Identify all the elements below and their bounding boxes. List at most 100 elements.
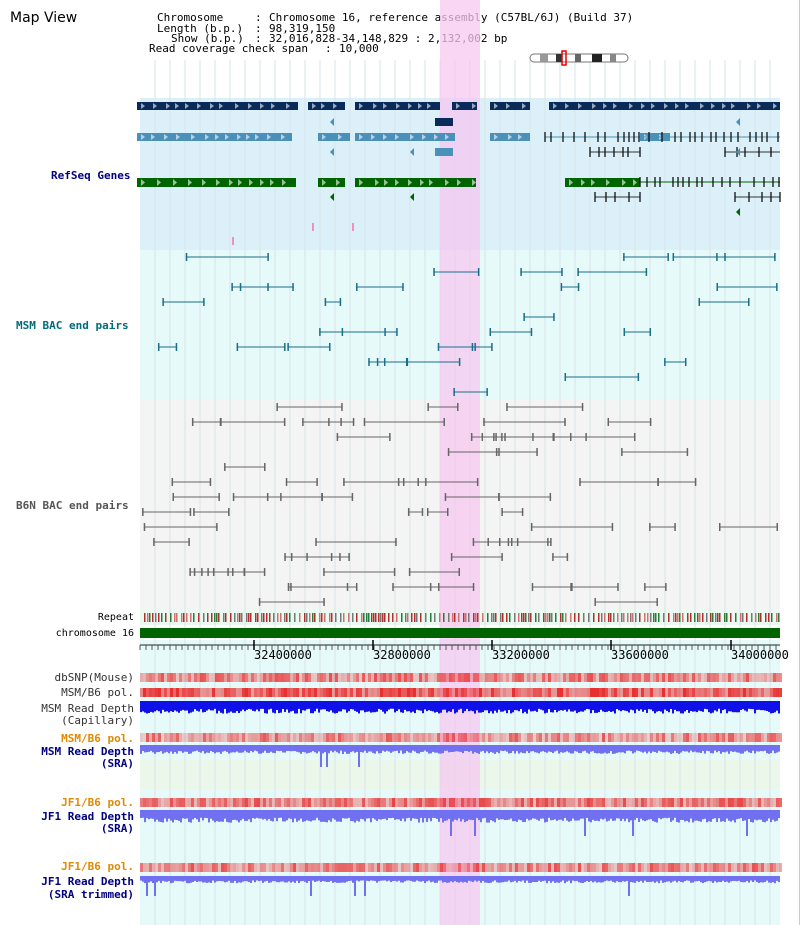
heat-cell — [593, 733, 596, 742]
depth-bar — [372, 876, 374, 881]
depth-bar — [504, 701, 506, 711]
depth-bar — [452, 876, 454, 883]
depth-bar — [582, 810, 584, 819]
heat-cell — [647, 798, 650, 807]
depth-bar — [198, 745, 200, 752]
heat-cell — [656, 798, 659, 807]
colon-1: : — [255, 11, 262, 24]
heat-cell — [461, 673, 464, 682]
gene-arrow — [260, 103, 264, 109]
depth-bar — [724, 810, 726, 822]
heat-cell — [182, 733, 185, 742]
depth-bar — [530, 745, 532, 752]
depth-bar — [688, 745, 690, 753]
depth-bar — [420, 745, 422, 753]
heat-cell — [287, 863, 290, 872]
repeat-mark — [545, 613, 547, 622]
bac-end — [236, 343, 239, 351]
depth-bar — [174, 876, 176, 881]
heat-cell — [326, 688, 329, 697]
heat-cell — [530, 733, 533, 742]
depth-bar — [778, 876, 780, 883]
heat-cell — [320, 863, 323, 872]
depth-bar — [634, 701, 636, 714]
depth-bar — [486, 810, 488, 823]
heat-cell — [347, 673, 350, 682]
heat-cell — [239, 673, 242, 682]
gene-arrow — [383, 103, 387, 109]
depth-bar — [440, 876, 442, 881]
repeat-mark — [525, 613, 527, 622]
depth-bar — [404, 876, 406, 882]
heat-cell — [221, 733, 224, 742]
depth-bar — [652, 876, 654, 882]
depth-bar — [234, 876, 236, 881]
heat-cell — [194, 688, 197, 697]
heat-cell — [728, 863, 731, 872]
depth-bar — [320, 745, 322, 767]
heat-cell — [476, 863, 479, 872]
heat-cell — [224, 688, 227, 697]
repeat-mark — [246, 613, 248, 622]
depth-bar — [502, 745, 504, 752]
depth-bar — [210, 701, 212, 711]
gene-arrow — [396, 103, 400, 109]
heat-cell — [167, 863, 170, 872]
depth-bar — [568, 876, 570, 881]
depth-bar — [478, 810, 480, 821]
heat-cell — [335, 688, 338, 697]
bac-end — [285, 478, 288, 486]
bac-end — [530, 523, 533, 531]
depth-bar — [612, 745, 614, 754]
heat-cell — [491, 673, 494, 682]
heat-cell — [599, 863, 602, 872]
heat-cell — [509, 673, 512, 682]
depth-bar — [696, 701, 698, 713]
track-label-jf1-depth-trim-2: (SRA trimmed) — [47, 888, 134, 901]
gene-arrow — [633, 179, 637, 186]
depth-bar — [218, 745, 220, 753]
heat-cell — [533, 798, 536, 807]
heat-cell — [776, 673, 779, 682]
depth-bar — [778, 810, 780, 819]
repeat-mark — [458, 613, 460, 622]
depth-bar — [546, 810, 548, 822]
depth-bar — [522, 701, 524, 714]
heat-cell — [272, 798, 275, 807]
gene-arrow — [312, 103, 316, 109]
repeat-mark — [144, 613, 146, 622]
heat-cell — [512, 688, 515, 697]
depth-bar — [590, 701, 592, 714]
repeat-mark — [521, 613, 523, 622]
depth-bar — [202, 810, 204, 821]
heat-cell — [614, 688, 617, 697]
depth-bar — [354, 810, 356, 823]
depth-bar — [528, 701, 530, 710]
depth-bar — [690, 876, 692, 883]
depth-bar — [172, 876, 174, 883]
depth-bar — [618, 745, 620, 753]
depth-bar — [666, 745, 668, 752]
depth-bar — [774, 876, 776, 884]
heat-cell — [500, 863, 503, 872]
bac-end — [776, 523, 778, 531]
depth-bar — [518, 876, 520, 881]
heat-cell — [572, 688, 575, 697]
heat-cell — [470, 733, 473, 742]
depth-bar — [550, 745, 552, 752]
heat-cell — [365, 863, 368, 872]
heat-cell — [536, 673, 539, 682]
heat-cell — [380, 688, 383, 697]
repeat-mark — [147, 613, 149, 622]
heat-cell — [254, 798, 257, 807]
depth-bar — [388, 745, 390, 752]
heat-cell — [284, 798, 287, 807]
heat-cell — [416, 733, 419, 742]
depth-bar — [692, 745, 694, 753]
depth-bar — [402, 745, 404, 754]
depth-bar — [232, 745, 234, 753]
heat-cell — [185, 688, 188, 697]
heat-cell — [182, 688, 185, 697]
gene-arrow — [225, 134, 229, 140]
